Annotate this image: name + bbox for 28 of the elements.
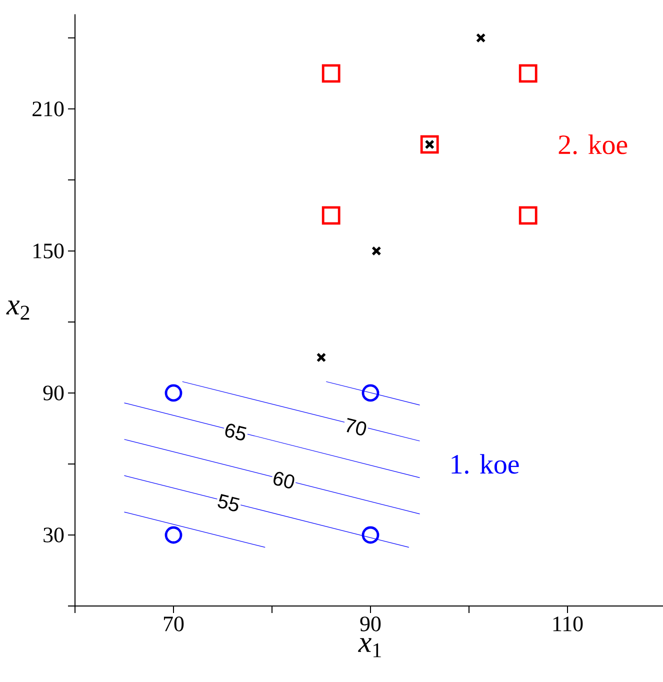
point bbox=[518, 64, 538, 83]
annotation: 60 bbox=[274, 472, 294, 488]
text: 2. koe bbox=[558, 134, 628, 154]
x-axis-title: x$_{1}$ bbox=[358, 638, 381, 658]
y-tick-label: 90 bbox=[43, 386, 64, 400]
point bbox=[362, 526, 380, 544]
x-tick-label: 90 bbox=[360, 616, 381, 632]
point bbox=[362, 384, 380, 402]
point bbox=[322, 206, 340, 225]
point bbox=[164, 526, 182, 544]
x-tick-label: 110 bbox=[553, 616, 583, 632]
point bbox=[476, 33, 486, 43]
point bbox=[518, 206, 538, 225]
annotation: 55 bbox=[218, 494, 240, 512]
point bbox=[420, 135, 439, 154]
text: 1. koe bbox=[452, 454, 519, 474]
annotation: 70 bbox=[346, 418, 366, 436]
y-tick-label: 30 bbox=[44, 528, 64, 542]
point bbox=[322, 64, 340, 83]
y-axis-title: x$_{2}$ bbox=[6, 300, 30, 320]
point bbox=[372, 246, 382, 256]
point bbox=[424, 140, 434, 150]
annotation: 65 bbox=[225, 424, 246, 440]
y-tick-label: 150 bbox=[34, 244, 64, 258]
point bbox=[164, 384, 182, 402]
y-tick-label: 210 bbox=[32, 102, 64, 116]
point bbox=[316, 352, 326, 362]
x-tick-label: 70 bbox=[164, 616, 184, 632]
